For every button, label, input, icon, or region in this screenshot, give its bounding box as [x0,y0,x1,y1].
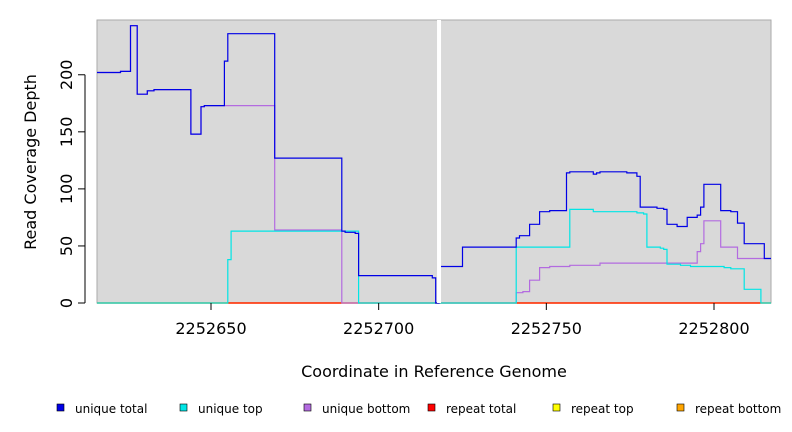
series-layer [97,25,771,304]
y-axis: 0 50 100 150 200 [57,60,86,308]
y-tick-label: 150 [57,117,76,148]
x-axis-label: Coordinate in Reference Genome [301,362,567,381]
legend-label-repeat-top: repeat top [571,402,634,416]
legend-label-unique-total: unique total [75,402,147,416]
y-tick-label: 50 [57,236,76,256]
legend: unique total unique top unique bottom repea… [56,402,781,416]
x-tick-label: 2252800 [678,319,749,338]
y-tick-label: 0 [57,298,76,308]
x-tick-label: 2252650 [175,319,246,338]
legend-label-unique-bottom: unique bottom [322,402,410,416]
y-tick-label: 200 [57,60,76,91]
legend-label-repeat-bottom: repeat bottom [695,402,781,416]
legend-swatch-unique-bottom [303,403,312,412]
y-tick-label: 100 [57,174,76,205]
series-line-unique-top [97,208,771,304]
y-axis-label: Read Coverage Depth [21,74,40,250]
x-tick-label: 2252750 [511,319,582,338]
legend-label-repeat-total: repeat total [446,402,516,416]
series-line-unique-total [97,25,771,304]
legend-swatch-repeat-total [427,403,436,412]
legend-swatch-repeat-top [552,403,561,412]
legend-swatch-unique-top [179,403,188,412]
plot-background [96,19,772,304]
legend-label-unique-top: unique top [198,402,263,416]
legend-swatch-repeat-bottom [676,403,685,412]
legend-swatch-unique-total [56,403,65,412]
x-axis: 2252650 2252700 2252750 2252800 [175,303,750,338]
x-tick-label: 2252700 [343,319,414,338]
